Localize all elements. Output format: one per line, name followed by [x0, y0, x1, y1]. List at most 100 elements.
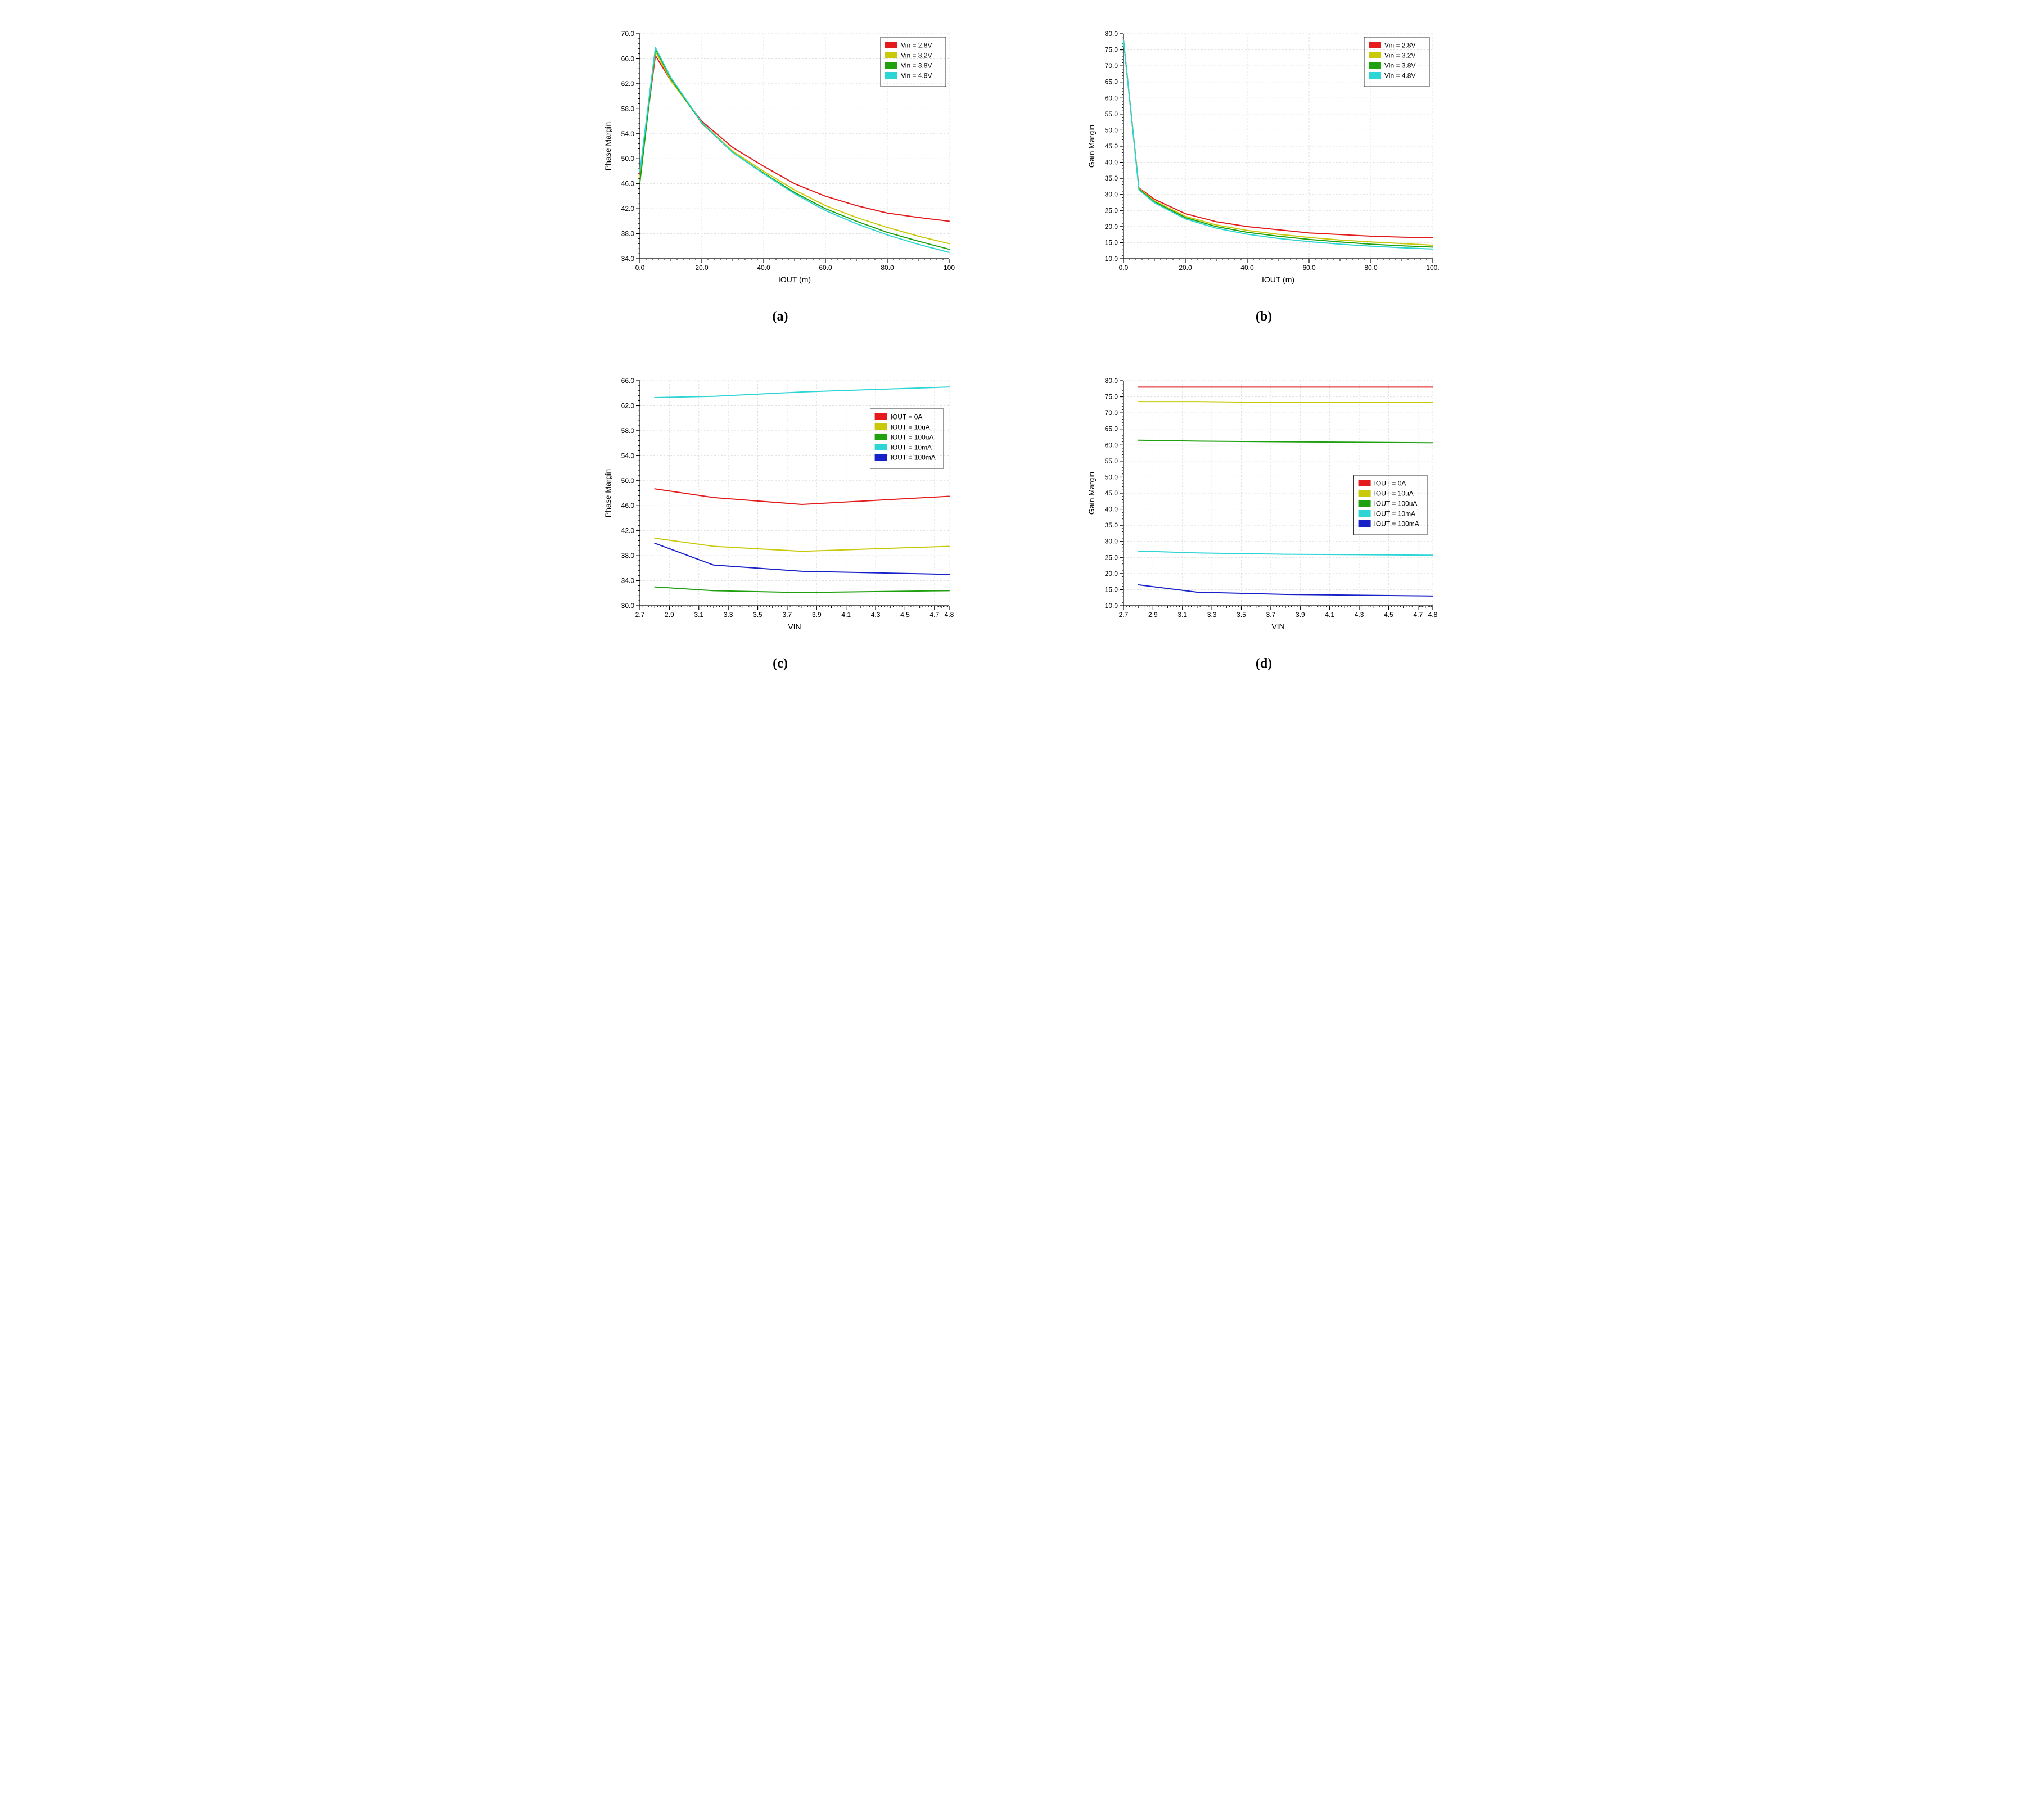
svg-text:3.1: 3.1	[694, 611, 703, 619]
svg-text:42.0: 42.0	[621, 527, 634, 535]
svg-text:Gain Margin: Gain Margin	[1087, 125, 1096, 168]
svg-text:34.0: 34.0	[621, 255, 634, 263]
svg-text:50.0: 50.0	[621, 155, 634, 163]
svg-text:4.7: 4.7	[929, 611, 939, 619]
panel-d: 2.72.93.13.33.53.73.94.14.34.54.74.810.0…	[1056, 369, 1472, 671]
svg-text:3.3: 3.3	[1207, 611, 1216, 619]
svg-text:58.0: 58.0	[621, 105, 634, 112]
svg-text:35.0: 35.0	[1104, 521, 1118, 529]
chart-a: 0.020.040.060.080.010034.038.042.046.050…	[601, 22, 960, 292]
svg-text:20.0: 20.0	[1104, 223, 1118, 231]
panel-c: 2.72.93.13.33.53.73.94.14.34.54.74.830.0…	[572, 369, 989, 671]
svg-text:10.0: 10.0	[1104, 602, 1118, 610]
svg-text:3.7: 3.7	[1266, 611, 1275, 619]
svg-text:IOUT = 100mA: IOUT = 100mA	[1374, 520, 1419, 528]
panel-b: 0.020.040.060.080.0100.10.015.020.025.03…	[1056, 22, 1472, 324]
svg-text:3.5: 3.5	[1237, 611, 1246, 619]
svg-text:15.0: 15.0	[1104, 585, 1118, 593]
svg-text:55.0: 55.0	[1104, 110, 1118, 118]
svg-text:45.0: 45.0	[1104, 142, 1118, 150]
svg-text:62.0: 62.0	[621, 80, 634, 88]
svg-text:30.0: 30.0	[1104, 191, 1118, 199]
svg-text:38.0: 38.0	[621, 552, 634, 560]
svg-text:25.0: 25.0	[1104, 206, 1118, 214]
svg-text:Vin = 3.2V: Vin = 3.2V	[901, 52, 932, 60]
svg-text:2.9: 2.9	[1148, 611, 1158, 619]
svg-text:4.7: 4.7	[1413, 611, 1423, 619]
svg-text:60.0: 60.0	[819, 264, 832, 272]
svg-text:4.8: 4.8	[1428, 611, 1437, 619]
svg-text:66.0: 66.0	[621, 55, 634, 62]
svg-text:30.0: 30.0	[1104, 538, 1118, 545]
svg-text:42.0: 42.0	[621, 205, 634, 213]
svg-text:4.3: 4.3	[1354, 611, 1364, 619]
svg-text:Gain Margin: Gain Margin	[1087, 472, 1096, 515]
svg-text:IOUT = 0A: IOUT = 0A	[1374, 480, 1406, 488]
svg-text:70.0: 70.0	[621, 30, 634, 38]
svg-text:4.5: 4.5	[900, 611, 910, 619]
svg-text:10.0: 10.0	[1104, 255, 1118, 263]
svg-text:75.0: 75.0	[1104, 46, 1118, 54]
caption-a: (a)	[773, 309, 788, 324]
svg-text:IOUT = 100uA: IOUT = 100uA	[890, 434, 933, 441]
panel-a: 0.020.040.060.080.010034.038.042.046.050…	[572, 22, 989, 324]
svg-text:25.0: 25.0	[1104, 553, 1118, 561]
svg-text:45.0: 45.0	[1104, 489, 1118, 497]
svg-text:2.9: 2.9	[665, 611, 674, 619]
svg-text:62.0: 62.0	[621, 402, 634, 409]
svg-text:Vin = 2.8V: Vin = 2.8V	[1384, 42, 1416, 49]
svg-text:80.0: 80.0	[881, 264, 894, 272]
svg-text:38.0: 38.0	[621, 230, 634, 238]
svg-text:IOUT = 0A: IOUT = 0A	[890, 413, 922, 421]
svg-text:3.9: 3.9	[1295, 611, 1305, 619]
svg-text:Vin = 2.8V: Vin = 2.8V	[901, 42, 932, 49]
svg-text:80.0: 80.0	[1104, 377, 1118, 385]
svg-text:65.0: 65.0	[1104, 78, 1118, 86]
svg-text:20.0: 20.0	[1179, 264, 1192, 272]
svg-text:0.0: 0.0	[1118, 264, 1128, 272]
svg-text:66.0: 66.0	[621, 377, 634, 385]
svg-text:2.7: 2.7	[1118, 611, 1128, 619]
svg-text:IOUT = 10mA: IOUT = 10mA	[890, 444, 931, 452]
svg-text:4.3: 4.3	[870, 611, 880, 619]
chart-c: 2.72.93.13.33.53.73.94.14.34.54.74.830.0…	[601, 369, 960, 639]
svg-text:Vin = 3.2V: Vin = 3.2V	[1384, 52, 1416, 60]
svg-text:Vin = 4.8V: Vin = 4.8V	[1384, 72, 1416, 80]
svg-text:80.0: 80.0	[1104, 30, 1118, 38]
svg-text:34.0: 34.0	[621, 577, 634, 585]
svg-text:40.0: 40.0	[757, 264, 770, 272]
svg-text:IOUT (m): IOUT (m)	[1261, 275, 1294, 284]
svg-text:20.0: 20.0	[695, 264, 709, 272]
svg-text:IOUT = 100uA: IOUT = 100uA	[1374, 500, 1417, 508]
svg-text:IOUT = 100mA: IOUT = 100mA	[890, 454, 935, 462]
chart-b: 0.020.040.060.080.0100.10.015.020.025.03…	[1084, 22, 1444, 292]
svg-text:50.0: 50.0	[621, 477, 634, 485]
caption-b: (b)	[1256, 309, 1272, 324]
svg-text:60.0: 60.0	[1302, 264, 1316, 272]
svg-text:IOUT = 10uA: IOUT = 10uA	[1374, 490, 1413, 498]
svg-text:3.5: 3.5	[753, 611, 762, 619]
svg-text:Vin = 3.8V: Vin = 3.8V	[1384, 62, 1416, 70]
svg-text:4.8: 4.8	[944, 611, 954, 619]
svg-text:50.0: 50.0	[1104, 473, 1118, 481]
svg-text:80.0: 80.0	[1364, 264, 1378, 272]
svg-text:35.0: 35.0	[1104, 174, 1118, 182]
svg-text:100.: 100.	[1426, 264, 1439, 272]
svg-text:46.0: 46.0	[621, 502, 634, 509]
svg-text:70.0: 70.0	[1104, 409, 1118, 417]
svg-text:IOUT (m): IOUT (m)	[778, 275, 810, 284]
caption-d: (d)	[1256, 656, 1272, 671]
chart-d: 2.72.93.13.33.53.73.94.14.34.54.74.810.0…	[1084, 369, 1444, 639]
svg-text:4.5: 4.5	[1384, 611, 1393, 619]
svg-text:40.0: 40.0	[1240, 264, 1254, 272]
svg-text:55.0: 55.0	[1104, 457, 1118, 465]
svg-text:60.0: 60.0	[1104, 441, 1118, 449]
chart-grid: 0.020.040.060.080.010034.038.042.046.050…	[572, 22, 1472, 671]
svg-text:54.0: 54.0	[621, 130, 634, 138]
svg-text:3.9: 3.9	[811, 611, 821, 619]
svg-text:IOUT = 10uA: IOUT = 10uA	[890, 423, 929, 431]
svg-text:Vin = 3.8V: Vin = 3.8V	[901, 62, 932, 70]
svg-text:70.0: 70.0	[1104, 62, 1118, 70]
svg-text:4.1: 4.1	[841, 611, 851, 619]
svg-text:65.0: 65.0	[1104, 425, 1118, 433]
